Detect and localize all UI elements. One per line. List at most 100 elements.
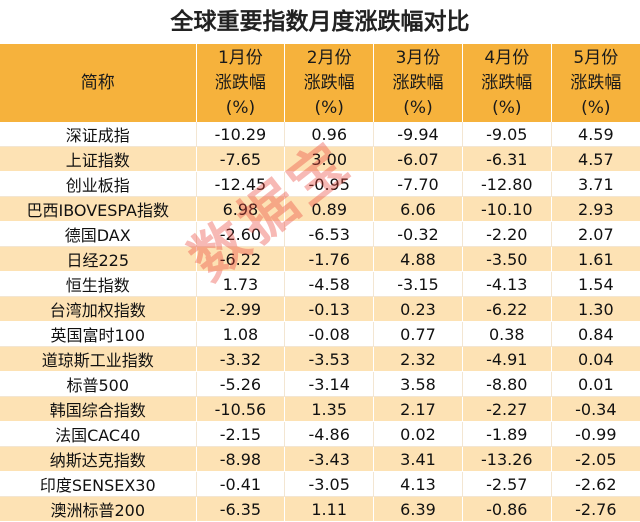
index-name-cell: 韩国综合指数 [0, 396, 197, 422]
index-name-cell: 台湾加权指数 [0, 296, 197, 322]
change-cell-month-4: -8.80 [462, 371, 552, 397]
change-cell-month-4: -12.80 [462, 171, 552, 197]
change-cell-month-5: -2.05 [551, 446, 640, 472]
change-cell-month-2: 0.96 [284, 122, 375, 147]
change-cell-month-2: -0.13 [284, 296, 375, 322]
change-cell-month-3: 4.13 [373, 471, 463, 497]
index-name-cell: 英国富时100 [0, 321, 197, 347]
change-cell-month-2: -1.76 [284, 246, 375, 272]
change-cell-month-1: -6.22 [196, 246, 286, 272]
change-cell-month-3: 3.41 [373, 446, 463, 472]
change-cell-month-4: -4.91 [462, 346, 552, 372]
change-cell-month-4: -0.86 [462, 496, 552, 522]
header-label: 涨跌幅 [214, 72, 266, 93]
header-row: 简称 1月份 涨跌幅 (%) 2月份 涨跌幅 (%) 3月份 涨跌幅 (%) 4… [0, 44, 640, 122]
change-cell-month-4: -2.20 [462, 221, 552, 247]
change-cell-month-1: -12.45 [196, 171, 286, 197]
change-cell-month-3: -7.70 [373, 171, 463, 197]
table-row: 纳斯达克指数 -8.98 -3.43 3.41 -13.26 -2.05 [0, 446, 640, 472]
change-cell-month-2: -4.58 [284, 271, 375, 297]
change-cell-month-2: -3.53 [284, 346, 375, 372]
header-unit: (%) [403, 97, 433, 118]
change-cell-month-3: 2.32 [373, 346, 463, 372]
change-cell-month-1: 1.73 [196, 271, 286, 297]
change-cell-month-1: -8.98 [196, 446, 286, 472]
change-cell-month-1: -7.65 [196, 146, 286, 172]
change-cell-month-4: -6.31 [462, 146, 552, 172]
change-cell-month-5: -0.34 [551, 396, 640, 422]
change-cell-month-1: -2.15 [196, 421, 286, 447]
change-cell-month-5: 0.84 [551, 321, 640, 347]
change-cell-month-3: 4.88 [373, 246, 463, 272]
index-name-cell: 创业板指 [0, 171, 197, 197]
change-cell-month-5: 1.54 [551, 271, 640, 297]
change-cell-month-3: -3.15 [373, 271, 463, 297]
change-cell-month-4: -13.26 [462, 446, 552, 472]
change-cell-month-4: 0.38 [462, 321, 552, 347]
index-name-cell: 印度SENSEX30 [0, 471, 197, 497]
table-row: 创业板指 -12.45 -0.95 -7.70 -12.80 3.71 [0, 171, 640, 197]
change-cell-month-2: -3.05 [284, 471, 375, 497]
change-cell-month-5: 4.57 [551, 146, 640, 172]
change-cell-month-2: -0.95 [284, 171, 375, 197]
change-cell-month-5: 2.07 [551, 221, 640, 247]
table-row: 台湾加权指数 -2.99 -0.13 0.23 -6.22 1.30 [0, 296, 640, 322]
header-name: 简称 [0, 44, 197, 122]
change-cell-month-2: 3.00 [284, 146, 375, 172]
table-row: 澳洲标普200 -6.35 1.11 6.39 -0.86 -2.76 [0, 496, 640, 522]
change-cell-month-5: -2.62 [551, 471, 640, 497]
change-cell-month-5: 4.59 [551, 122, 640, 147]
change-cell-month-2: -3.43 [284, 446, 375, 472]
change-cell-month-5: 0.01 [551, 371, 640, 397]
header-label: 涨跌幅 [303, 72, 355, 93]
table-row: 韩国综合指数 -10.56 1.35 2.17 -2.27 -0.34 [0, 396, 640, 422]
change-cell-month-5: 1.61 [551, 246, 640, 272]
change-cell-month-1: 1.08 [196, 321, 286, 347]
table-body: 深证成指 -10.29 0.96 -9.94 -9.05 4.59 上证指数 -7.65 3.0… [0, 122, 640, 522]
change-cell-month-5: 2.93 [551, 196, 640, 222]
change-cell-month-5: -0.99 [551, 421, 640, 447]
header-month-3: 3月份 涨跌幅 (%) [373, 44, 463, 122]
change-cell-month-3: -9.94 [373, 122, 463, 147]
change-cell-month-5: 0.04 [551, 346, 640, 372]
change-cell-month-5: 1.30 [551, 296, 640, 322]
change-cell-month-2: -0.08 [284, 321, 375, 347]
change-cell-month-3: 3.58 [373, 371, 463, 397]
change-cell-month-3: 6.39 [373, 496, 463, 522]
change-cell-month-4: -6.22 [462, 296, 552, 322]
change-cell-month-1: -2.60 [196, 221, 286, 247]
table-row: 法国CAC40 -2.15 -4.86 0.02 -1.89 -0.99 [0, 421, 640, 447]
change-cell-month-4: -4.13 [462, 271, 552, 297]
change-cell-month-2: 1.11 [284, 496, 375, 522]
table-row: 印度SENSEX30 -0.41 -3.05 4.13 -2.57 -2.62 [0, 471, 640, 497]
header-month: 1月份 [217, 47, 263, 68]
index-name-cell: 恒生指数 [0, 271, 197, 297]
change-cell-month-4: -9.05 [462, 122, 552, 147]
table-row: 英国富时100 1.08 -0.08 0.77 0.38 0.84 [0, 321, 640, 347]
header-unit: (%) [492, 97, 522, 118]
header-month: 4月份 [484, 47, 530, 68]
change-cell-month-4: -10.10 [462, 196, 552, 222]
table-row: 深证成指 -10.29 0.96 -9.94 -9.05 4.59 [0, 122, 640, 147]
header-label: 涨跌幅 [570, 72, 622, 93]
header-label: 涨跌幅 [392, 72, 444, 93]
change-cell-month-3: 2.17 [373, 396, 463, 422]
change-cell-month-1: -5.26 [196, 371, 286, 397]
table-row: 道琼斯工业指数 -3.32 -3.53 2.32 -4.91 0.04 [0, 346, 640, 372]
index-name-cell: 道琼斯工业指数 [0, 346, 197, 372]
change-cell-month-1: -0.41 [196, 471, 286, 497]
change-cell-month-4: -2.57 [462, 471, 552, 497]
change-cell-month-3: 6.06 [373, 196, 463, 222]
header-month-2: 2月份 涨跌幅 (%) [284, 44, 375, 122]
change-cell-month-5: 3.71 [551, 171, 640, 197]
header-unit: (%) [581, 97, 611, 118]
change-cell-month-3: -0.32 [373, 221, 463, 247]
change-cell-month-2: 1.35 [284, 396, 375, 422]
header-month: 3月份 [395, 47, 441, 68]
change-cell-month-4: -2.27 [462, 396, 552, 422]
header-unit: (%) [314, 97, 344, 118]
index-name-cell: 巴西IBOVESPA指数 [0, 196, 197, 222]
table-row: 上证指数 -7.65 3.00 -6.07 -6.31 4.57 [0, 146, 640, 172]
index-name-cell: 日经225 [0, 246, 197, 272]
change-cell-month-2: 0.89 [284, 196, 375, 222]
